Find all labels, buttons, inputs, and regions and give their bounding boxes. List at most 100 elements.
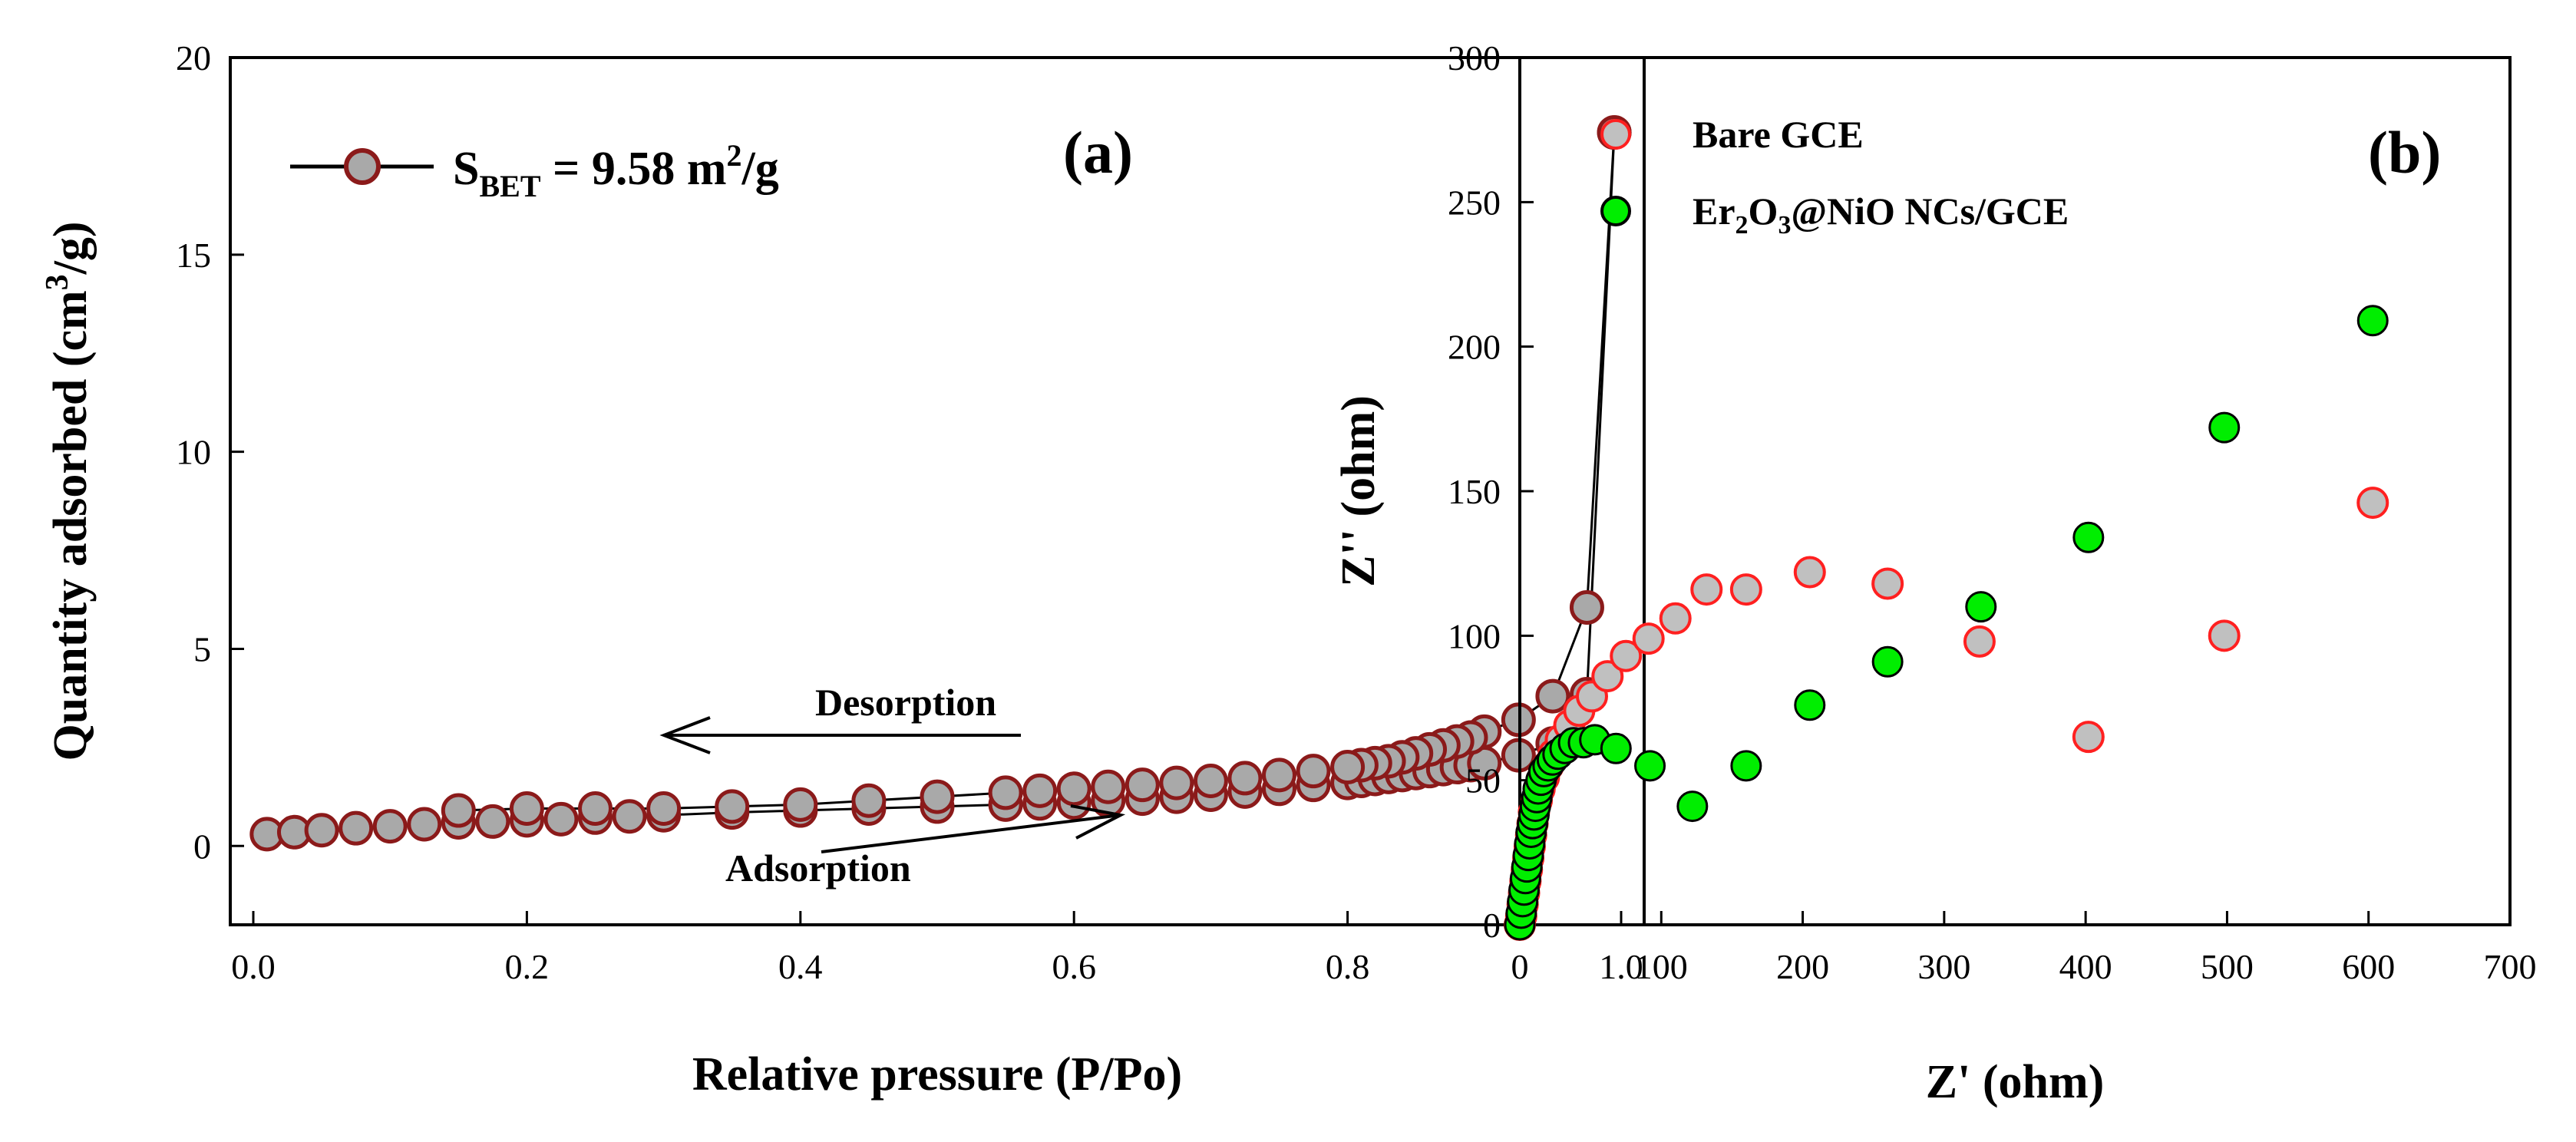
data-point-desorption xyxy=(441,793,476,828)
data-point-er2o3-nio xyxy=(1600,732,1632,764)
data-point-desorption xyxy=(1569,590,1604,625)
data-point-er2o3-nio xyxy=(2356,305,2389,337)
data-point-bare-gce xyxy=(2356,487,2389,520)
y-tick-label-a: 15 xyxy=(176,236,211,275)
axis-ticks-a: 0.0 0.2 0.4 0.6 0.8 1.0 0 5 10 15 20 xyxy=(176,38,1643,986)
adsorption-annotation: Adsorption xyxy=(725,804,1126,890)
adsorption-label: Adsorption xyxy=(725,847,911,890)
x-tick-label-b: 700 xyxy=(2484,947,2537,986)
data-point-adsorption xyxy=(339,810,374,846)
legend-label-sbet: SBET = 9.58 m2/g xyxy=(453,138,779,203)
data-point-desorption xyxy=(1159,765,1194,800)
nyquist-markers xyxy=(1504,305,2389,941)
data-point-adsorption xyxy=(612,799,647,834)
data-point-bare-gce xyxy=(1659,602,1692,635)
x-tick-label-b: 600 xyxy=(2342,947,2395,986)
data-point-desorption xyxy=(1056,771,1091,807)
legend-a: SBET = 9.58 m2/g xyxy=(290,138,779,203)
y-tick-label-a: 5 xyxy=(193,629,211,668)
y-tick-label-b: 0 xyxy=(1483,906,1501,945)
data-point-er2o3-nio xyxy=(1871,645,1904,678)
x-tick-label-b: 300 xyxy=(1917,947,1970,986)
data-point-adsorption xyxy=(543,801,579,837)
panel-letter-b: (b) xyxy=(2368,119,2441,186)
y-tick-label-b: 100 xyxy=(1448,616,1501,655)
panel-a-bet-isotherm: 0.0 0.2 0.4 0.6 0.8 1.0 0 5 10 15 20 Desorption Ad… xyxy=(40,38,1646,1101)
x-tick-label-b: 100 xyxy=(1635,947,1688,986)
data-point-bare-gce xyxy=(1793,556,1826,589)
y-tick-label-b: 50 xyxy=(1465,761,1501,800)
data-point-er2o3-nio xyxy=(1794,689,1826,721)
data-point-desorption xyxy=(1022,773,1058,808)
data-point-bare-gce xyxy=(1690,573,1723,606)
x-tick-label-b: 200 xyxy=(1776,947,1829,986)
data-point-bare-gce xyxy=(2208,619,2241,652)
y-tick-label-b: 200 xyxy=(1448,328,1501,367)
panel-letter-a: (a) xyxy=(1063,119,1133,186)
x-tick-label-a: 0.2 xyxy=(505,947,550,986)
data-point-bare-gce xyxy=(1729,573,1762,606)
data-point-er2o3-nio xyxy=(1965,591,1997,623)
panel-b-nyquist: 0 100 200 300 400 500 600 700 0 50 100 150 200 250 300… xyxy=(1333,38,2537,1108)
desorption-annotation: Desorption xyxy=(659,681,1021,754)
data-point-adsorption xyxy=(407,807,442,842)
y-tick-label-b: 250 xyxy=(1448,183,1501,222)
data-point-er2o3-nio xyxy=(1730,750,1762,782)
data-point-er2o3-nio xyxy=(1676,790,1709,823)
x-tick-label-a: 1.0 xyxy=(1599,947,1643,986)
desorption-label: Desorption xyxy=(815,681,996,724)
y-tick-label-b: 300 xyxy=(1448,38,1501,78)
y-tick-label-a: 10 xyxy=(176,433,211,472)
data-point-er2o3-nio xyxy=(2072,521,2105,553)
plot-frame-a xyxy=(229,56,1646,926)
data-point-desorption xyxy=(509,790,544,826)
data-point-desorption xyxy=(578,790,613,826)
data-point-desorption xyxy=(1262,757,1296,793)
x-axis-title-a: Relative pressure (P/Po) xyxy=(692,1048,1182,1101)
x-tick-label-b: 500 xyxy=(2201,947,2254,986)
data-point-desorption xyxy=(1091,769,1126,804)
data-point-desorption xyxy=(851,783,887,818)
x-axis-title-b: Z' (ohm) xyxy=(1926,1056,2105,1108)
data-point-desorption xyxy=(1193,764,1228,799)
x-tick-label-a: 0.6 xyxy=(1052,947,1096,986)
x-tick-label-a: 0.4 xyxy=(778,947,823,986)
x-tick-label-b: 0 xyxy=(1511,947,1529,986)
legend-marker-a xyxy=(344,148,381,185)
x-tick-label-a: 0.8 xyxy=(1326,947,1370,986)
data-point-bare-gce xyxy=(1591,660,1624,693)
data-point-adsorption xyxy=(372,809,408,844)
y-tick-label-a: 0 xyxy=(193,827,211,866)
isotherm-markers xyxy=(249,115,1632,852)
legend-label-er2o3-nio: Er2O3@NiO NCs/GCE xyxy=(1693,190,2069,239)
data-point-bare-gce xyxy=(2072,721,2105,754)
legend-marker-bare-gce xyxy=(1600,119,1631,150)
data-point-bare-gce xyxy=(1963,625,1996,658)
data-point-desorption xyxy=(783,787,818,822)
legend-marker-er2o3-nio xyxy=(1600,196,1631,226)
data-point-bare-gce xyxy=(1632,622,1665,655)
data-point-desorption xyxy=(920,779,955,814)
data-point-desorption xyxy=(1330,750,1366,785)
data-point-desorption xyxy=(646,790,682,826)
legend-b: Bare GCE Er2O3@NiO NCs/GCE xyxy=(1600,113,2069,239)
x-tick-label-b: 400 xyxy=(2059,947,2112,986)
y-axis-title-b: Z'' (ohm) xyxy=(1333,395,1385,587)
axis-ticks-b: 0 100 200 300 400 500 600 700 0 50 100 150 200 250 300 xyxy=(1448,38,2537,986)
data-point-desorption xyxy=(1227,761,1263,796)
data-point-desorption xyxy=(1296,754,1331,789)
data-point-er2o3-nio xyxy=(1634,750,1666,782)
data-point-desorption xyxy=(715,789,750,824)
y-axis-title-a: Quantity adsorbed (cm3/g) xyxy=(40,221,97,761)
data-point-desorption xyxy=(988,775,1023,810)
legend-label-bare-gce: Bare GCE xyxy=(1693,113,1864,156)
data-point-adsorption xyxy=(475,804,510,839)
data-point-desorption xyxy=(1535,678,1570,714)
data-point-desorption xyxy=(1125,767,1160,803)
data-point-bare-gce xyxy=(1610,639,1643,672)
x-tick-label-a: 0.0 xyxy=(231,947,276,986)
y-tick-label-b: 150 xyxy=(1448,472,1501,511)
y-tick-label-a: 20 xyxy=(176,38,211,78)
data-point-bare-gce xyxy=(1871,567,1904,600)
